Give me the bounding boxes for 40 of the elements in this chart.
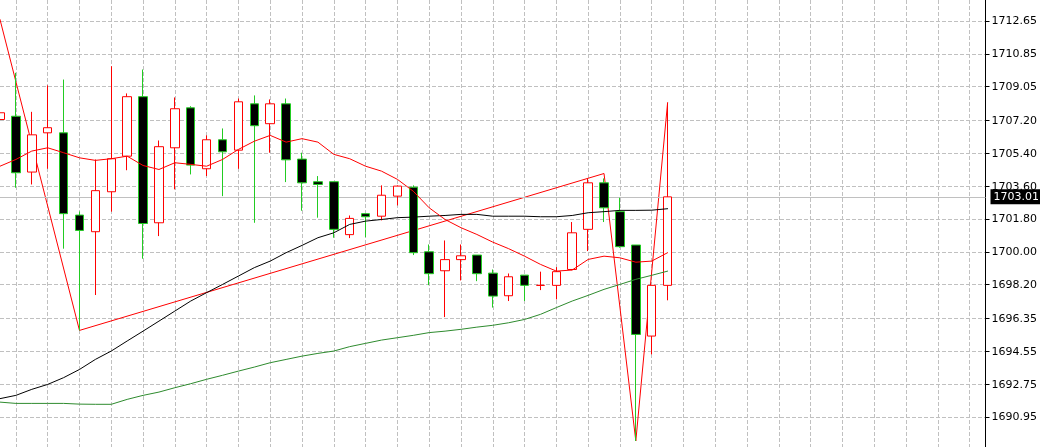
- candlestick: [536, 271, 545, 291]
- candlestick: [281, 98, 291, 183]
- y-tick-label: 1707.20: [991, 113, 1038, 127]
- y-tick-label: 1696.35: [991, 311, 1038, 325]
- line-series: [0, 270, 669, 405]
- y-tick-label: 1710.85: [991, 47, 1038, 61]
- candlestick: [583, 177, 593, 252]
- candlestick: [631, 244, 641, 442]
- candlestick: [297, 152, 307, 212]
- candlestick: [154, 139, 164, 237]
- candlestick: [345, 214, 354, 239]
- y-tick-label: 1694.55: [991, 344, 1038, 358]
- candlestick: [218, 127, 227, 197]
- candlestick: [424, 243, 434, 286]
- candlestick: [440, 239, 450, 318]
- candlestick: [313, 175, 323, 219]
- candlestick: [520, 274, 529, 302]
- y-tick-label: 1698.20: [991, 278, 1038, 292]
- y-tick-label: 1700.00: [991, 245, 1038, 259]
- candlestick: [647, 284, 656, 355]
- y-tick-label: 1712.65: [991, 14, 1038, 28]
- y-tick-label: 1709.05: [991, 80, 1038, 94]
- candlestick: [250, 94, 259, 224]
- candlestick: [456, 243, 466, 281]
- candlestick: [361, 213, 370, 238]
- candlestick: [504, 272, 513, 302]
- candlestick: [393, 184, 402, 206]
- y-tick-label: 1692.75: [991, 377, 1038, 391]
- candlestick: [472, 254, 482, 282]
- ref-line-label: 1703.01: [993, 190, 1040, 204]
- candlestick: [186, 105, 195, 175]
- y-tick-label: 1701.80: [991, 212, 1038, 226]
- candlestick: [488, 268, 498, 309]
- y-tick-label: 1705.40: [991, 146, 1038, 160]
- candlestick: [59, 79, 68, 250]
- line-series: [0, 19, 669, 442]
- candlestick: [377, 184, 386, 221]
- candlestick: [11, 72, 21, 189]
- y-tick-label: 1690.95: [991, 410, 1038, 424]
- candlestick: [75, 210, 84, 331]
